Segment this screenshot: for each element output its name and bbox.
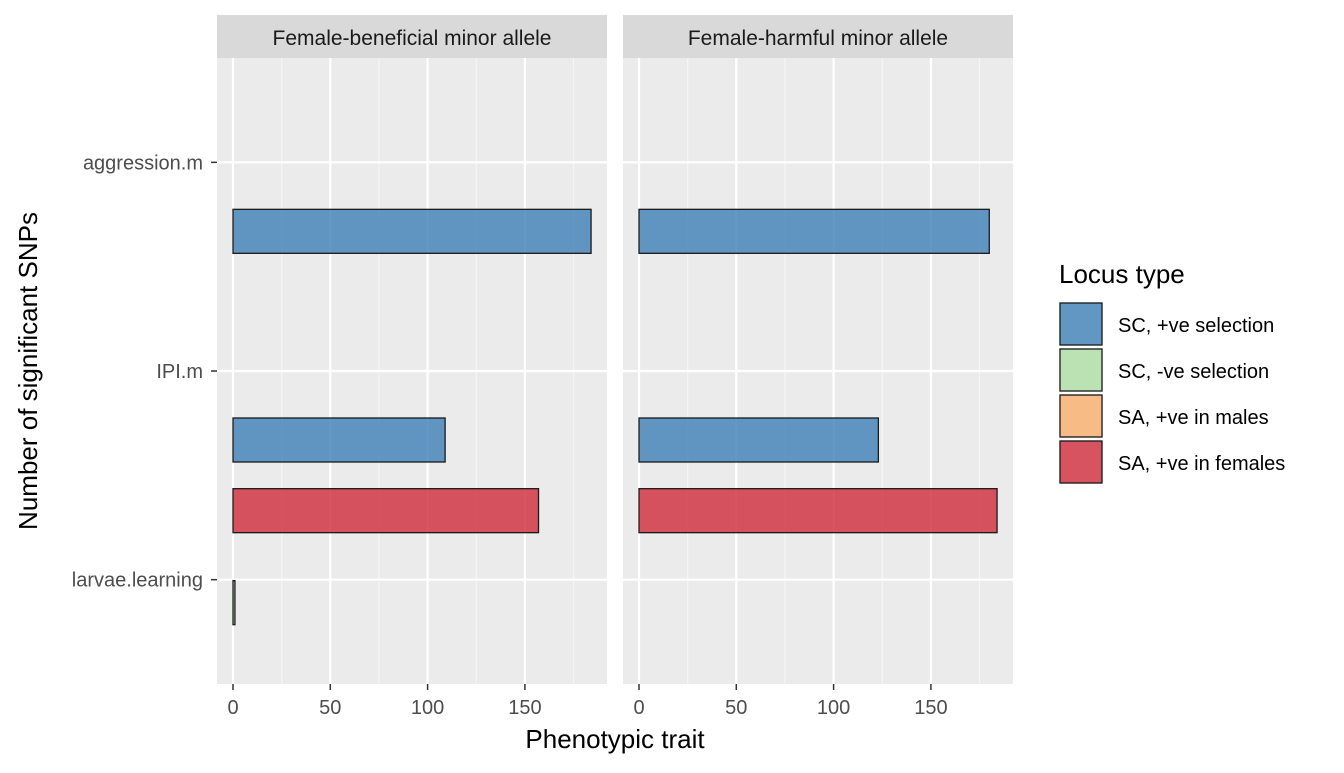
x-tick-label: 100 — [411, 697, 444, 719]
facet-title: Female-beneficial minor allele — [273, 27, 552, 50]
legend-swatch — [1059, 440, 1103, 484]
x-tick-label: 50 — [319, 697, 341, 719]
legend-entry-label: SA, +ve in females — [1118, 453, 1285, 475]
y-tick-label: aggression.m — [83, 152, 203, 174]
facet-title: Female-harmful minor allele — [688, 27, 948, 50]
x-axis-label: Phenotypic trait — [525, 724, 705, 754]
legend-title: Locus type — [1059, 259, 1185, 289]
bar-sa-ve-in-females-larvae-learning — [232, 488, 540, 534]
x-tick-label: 0 — [633, 697, 644, 719]
bar-sc-ve-selection-ipi-m — [638, 417, 880, 463]
legend-entry-label: SA, +ve in males — [1118, 407, 1269, 429]
legend-entry-label: SC, -ve selection — [1118, 361, 1269, 383]
x-tick-label: 150 — [914, 697, 947, 719]
y-tick-label: larvae.learning — [72, 570, 203, 592]
x-tick-label: 0 — [227, 697, 238, 719]
x-tick-label: 100 — [817, 697, 850, 719]
bar-sa-ve-in-females-larvae-learning — [638, 488, 998, 534]
bar-sc-ve-selection-larvae-learning — [232, 580, 236, 626]
facet-strip — [623, 15, 1013, 58]
y-axis-label: Number of significant SNPs — [13, 212, 43, 530]
bar-sc-ve-selection-aggression-m — [232, 208, 592, 254]
legend-entry-label: SC, +ve selection — [1118, 315, 1274, 337]
bar-sc-ve-selection-aggression-m — [638, 208, 990, 254]
bar-sc-ve-selection-ipi-m — [232, 417, 446, 463]
legend-swatch — [1059, 302, 1103, 346]
x-tick-label: 150 — [508, 697, 541, 719]
legend-swatch — [1059, 348, 1103, 392]
x-tick-label: 50 — [725, 697, 747, 719]
facet-strip — [217, 15, 607, 58]
y-tick-label: IPI.m — [156, 361, 203, 383]
legend-swatch — [1059, 394, 1103, 438]
